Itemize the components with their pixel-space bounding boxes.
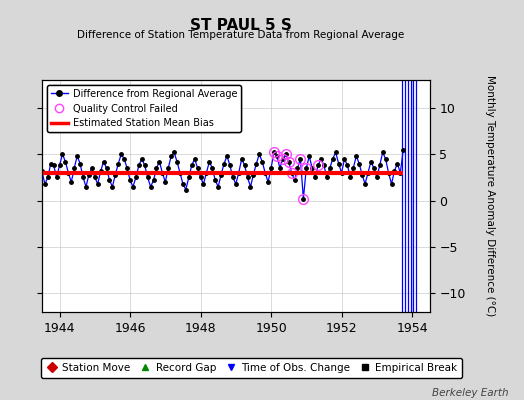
Text: Berkeley Earth: Berkeley Earth xyxy=(432,388,508,398)
Y-axis label: Monthly Temperature Anomaly Difference (°C): Monthly Temperature Anomaly Difference (… xyxy=(485,75,495,317)
Legend: Station Move, Record Gap, Time of Obs. Change, Empirical Break: Station Move, Record Gap, Time of Obs. C… xyxy=(40,358,463,378)
Text: ST PAUL 5 S: ST PAUL 5 S xyxy=(190,18,292,33)
Text: Difference of Station Temperature Data from Regional Average: Difference of Station Temperature Data f… xyxy=(78,30,405,40)
Legend: Difference from Regional Average, Quality Control Failed, Estimated Station Mean: Difference from Regional Average, Qualit… xyxy=(47,85,242,132)
